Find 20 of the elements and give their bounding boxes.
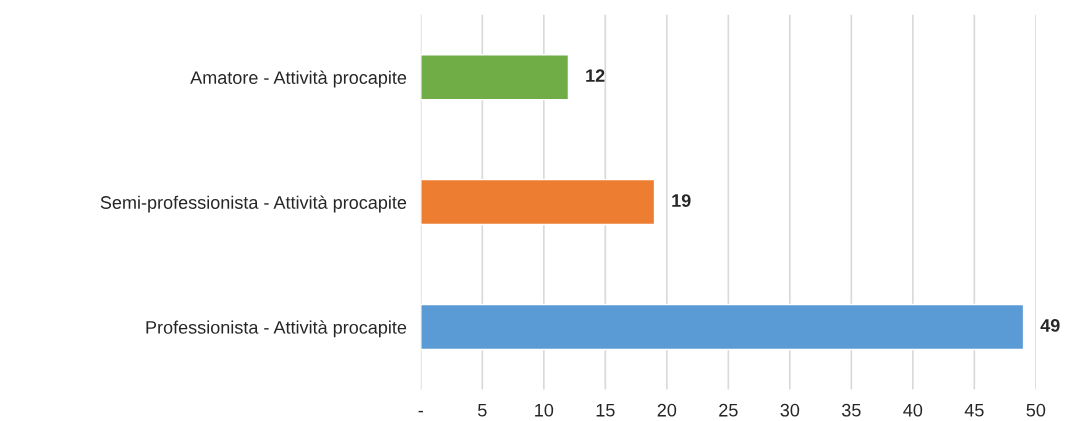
x-tick-label: 10 bbox=[535, 403, 554, 417]
x-tick-label: 25 bbox=[719, 403, 738, 417]
bar bbox=[420, 178, 656, 226]
y-tick-label: Semi-professionista - Attività procapite bbox=[100, 195, 407, 213]
x-tick-label: 45 bbox=[964, 403, 984, 417]
y-tick-label: Professionista - Attività procapite bbox=[146, 320, 407, 338]
y-tick-label: Amatore - Attività procapite bbox=[190, 70, 407, 88]
x-tick-label: 5 bbox=[478, 403, 487, 417]
x-tick-label: 20 bbox=[657, 403, 677, 417]
x-tick-label: 30 bbox=[780, 403, 800, 417]
x-tick-label: 35 bbox=[841, 403, 861, 417]
data-label: 19 bbox=[672, 194, 691, 207]
x-tick-label: 40 bbox=[903, 403, 923, 417]
x-tick-label: - bbox=[418, 410, 424, 413]
data-label: 49 bbox=[1040, 319, 1060, 332]
x-tick-label: 15 bbox=[596, 403, 615, 417]
data-label: 12 bbox=[586, 69, 605, 82]
bar bbox=[420, 54, 570, 101]
bar bbox=[420, 303, 1025, 351]
x-tick-label: 50 bbox=[1026, 403, 1046, 417]
